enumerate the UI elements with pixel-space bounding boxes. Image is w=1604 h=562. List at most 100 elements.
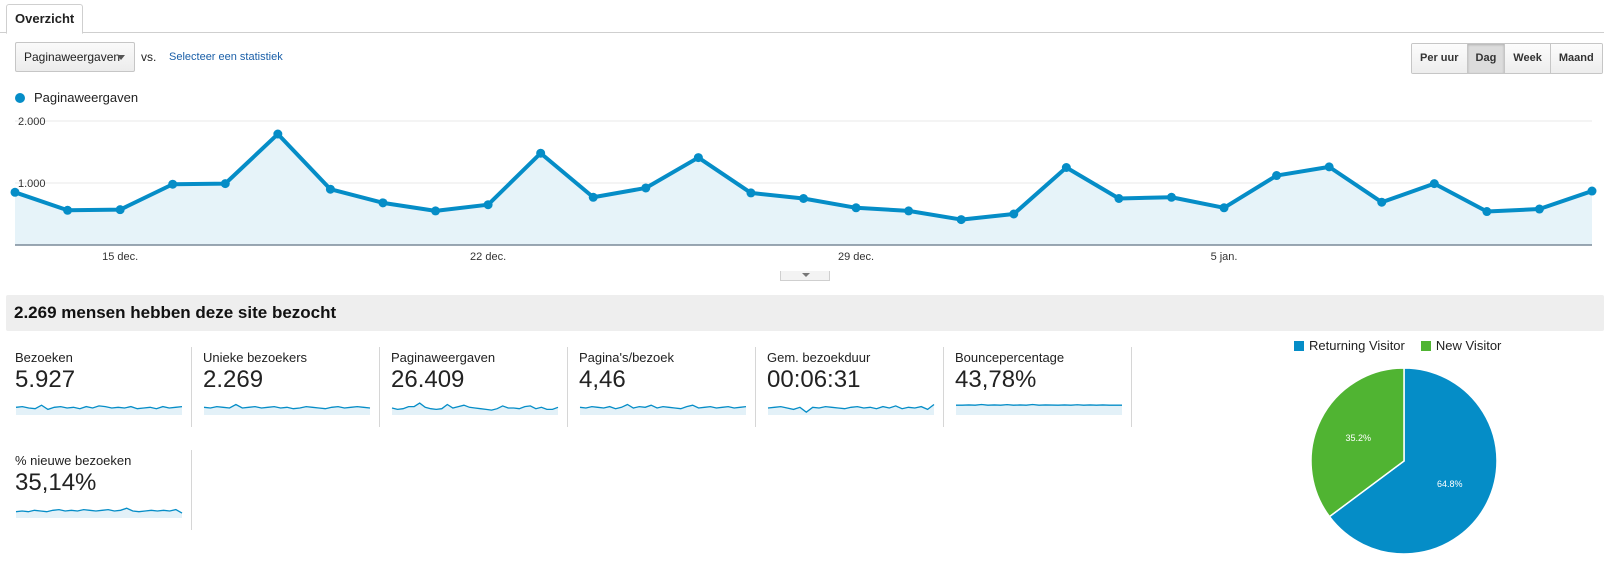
- metric-card[interactable]: Gem. bezoekduur 00:06:31: [767, 350, 947, 420]
- data-point[interactable]: [746, 188, 756, 198]
- select-metric-link[interactable]: Selecteer een statistiek: [169, 51, 283, 63]
- data-point[interactable]: [1429, 179, 1439, 189]
- new-square-icon: [1420, 340, 1431, 351]
- pie-slice[interactable]: [1328, 367, 1498, 555]
- data-point[interactable]: [1482, 207, 1492, 217]
- series-dot-icon: [15, 92, 25, 103]
- data-point[interactable]: [378, 198, 388, 208]
- vs-label: vs.: [141, 50, 157, 64]
- metric-divider: [567, 347, 568, 427]
- metric-label: Bezoeken: [15, 350, 73, 365]
- pie-legend: Returning Visitor New Visitor: [1294, 338, 1517, 353]
- granularity-week-button[interactable]: Week: [1505, 44, 1551, 73]
- sparkline-area: [16, 508, 182, 518]
- legend-label-new: New Visitor: [1435, 338, 1502, 353]
- metric-card[interactable]: Pagina's/bezoek 4,46: [579, 350, 759, 420]
- granularity-month-button[interactable]: Maand: [1550, 44, 1602, 73]
- data-point[interactable]: [431, 206, 441, 216]
- metric-card[interactable]: % nieuwe bezoeken 35,14%: [15, 453, 195, 523]
- returning-square-icon: [1294, 340, 1304, 351]
- sparkline: [203, 403, 371, 415]
- sparkline-line: [579, 403, 747, 410]
- sparkline-area: [956, 404, 1122, 415]
- data-point[interactable]: [168, 179, 178, 189]
- chevron-down-icon: [117, 55, 125, 60]
- data-point[interactable]: [851, 203, 861, 213]
- pageviews-line-chart[interactable]: 1.000 2.000 15 dec. 22 dec. 29 dec. 5 jan.: [0, 105, 1604, 265]
- data-point[interactable]: [273, 129, 283, 139]
- x-tick-label: 5 jan.: [1211, 251, 1238, 263]
- data-point[interactable]: [693, 153, 703, 163]
- legend-label: Paginaweergaven: [34, 90, 139, 105]
- sparkline: [956, 403, 1122, 415]
- pie-slice[interactable]: [1310, 367, 1405, 518]
- legend-item-new[interactable]: New Visitor: [1420, 338, 1502, 353]
- legend-item-returning[interactable]: Returning Visitor: [1294, 338, 1405, 353]
- pie-slice-label: 64.8%: [1437, 479, 1463, 489]
- metric-value: 00:06:31: [767, 366, 861, 393]
- data-point[interactable]: [220, 179, 230, 189]
- metric-label: Unieke bezoekers: [203, 350, 308, 365]
- data-point[interactable]: [1534, 204, 1544, 214]
- sparkline: [767, 403, 935, 415]
- summary-header: 2.269 mensen hebben deze site bezocht: [6, 295, 1604, 331]
- sparkline-line: [203, 403, 371, 410]
- tab-bar: [0, 0, 1604, 33]
- sparkline-line: [767, 403, 935, 414]
- data-point[interactable]: [1377, 197, 1387, 207]
- x-tick-label: 29 dec.: [838, 251, 874, 263]
- metric-divider: [379, 347, 380, 427]
- metric-card[interactable]: Paginaweergaven 26.409: [391, 350, 571, 420]
- legend-label-returning: Returning Visitor: [1309, 338, 1405, 353]
- chart-collapse-handle[interactable]: [780, 271, 830, 281]
- data-point[interactable]: [588, 192, 598, 202]
- data-point[interactable]: [1114, 194, 1124, 203]
- data-point[interactable]: [325, 184, 335, 194]
- data-point[interactable]: [956, 215, 966, 225]
- visitor-type-pie-chart[interactable]: 64.8% 35.2%: [1300, 362, 1500, 562]
- metric-label: Paginaweergaven: [391, 350, 496, 365]
- metric-card[interactable]: Bezoeken 5.927: [15, 350, 195, 420]
- y-tick-label: 2.000: [18, 116, 46, 128]
- metric-value: 5.927: [15, 366, 76, 393]
- data-point[interactable]: [1324, 162, 1334, 172]
- tab-overview[interactable]: Overzicht: [6, 4, 84, 34]
- sparkline-area: [16, 405, 182, 415]
- data-point[interactable]: [1272, 171, 1282, 181]
- metric-card[interactable]: Bouncepercentage 43,78%: [955, 350, 1135, 420]
- x-tick-label: 22 dec.: [470, 251, 506, 263]
- metric-divider: [755, 347, 756, 427]
- metric-label: % nieuwe bezoeken: [15, 453, 132, 468]
- data-point[interactable]: [1587, 186, 1597, 196]
- data-point[interactable]: [1166, 192, 1176, 202]
- metric-value: 2.269: [203, 366, 264, 393]
- data-point[interactable]: [1219, 203, 1229, 213]
- data-point[interactable]: [1061, 163, 1071, 172]
- granularity-group: Per uur Dag Week Maand: [1411, 43, 1603, 74]
- metric-value: 4,46: [579, 366, 626, 393]
- sparkline-area: [204, 404, 370, 415]
- data-point[interactable]: [536, 148, 546, 158]
- metric-value: 26.409: [391, 366, 465, 393]
- x-tick-label: 15 dec.: [102, 251, 138, 263]
- data-point[interactable]: [63, 205, 73, 215]
- data-point[interactable]: [799, 194, 808, 203]
- granularity-day-button[interactable]: Dag: [1467, 44, 1506, 73]
- data-point[interactable]: [904, 206, 914, 216]
- data-point[interactable]: [641, 183, 651, 193]
- sparkline: [15, 404, 183, 415]
- metric-select[interactable]: Paginaweergaven: [15, 42, 135, 72]
- granularity-hour-button[interactable]: Per uur: [1412, 44, 1468, 73]
- chart-legend: Paginaweergaven: [15, 90, 138, 105]
- metric-card[interactable]: Unieke bezoekers 2.269: [203, 350, 383, 420]
- data-point[interactable]: [1009, 209, 1019, 219]
- sparkline-line: [15, 507, 183, 514]
- data-point[interactable]: [115, 205, 125, 215]
- triangle-down-icon: [802, 273, 810, 277]
- data-point[interactable]: [10, 187, 20, 197]
- metric-divider: [191, 347, 192, 427]
- y-tick-label: 1.000: [18, 178, 46, 190]
- data-point[interactable]: [483, 200, 493, 210]
- sparkline: [579, 403, 747, 415]
- metric-divider: [1131, 347, 1132, 427]
